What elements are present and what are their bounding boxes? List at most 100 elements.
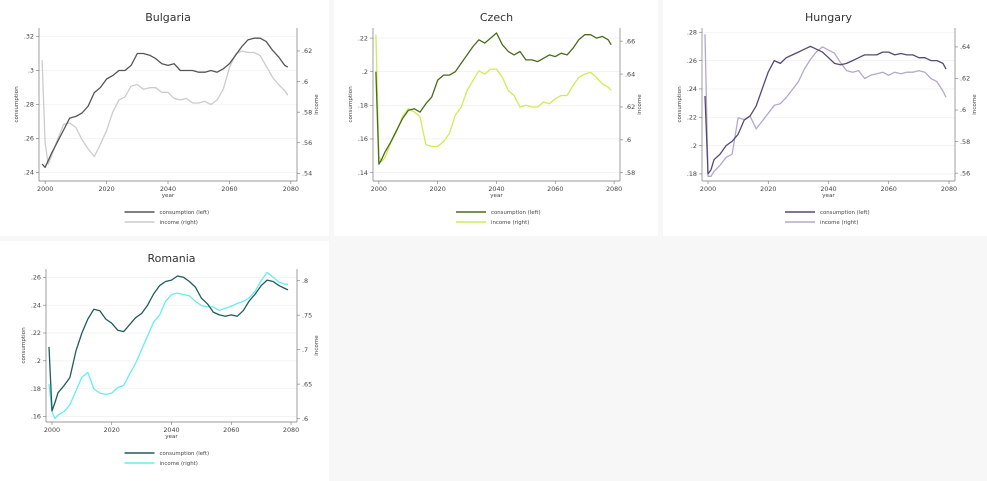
y-left-axis-label: consumption [677,86,683,123]
x-tick-label: 2000 [700,185,716,193]
y-left-tick-label: .2 [35,357,41,365]
x-tick-label: 2000 [371,185,387,193]
chart-title: Bulgaria [145,11,191,24]
y-left-tick-label: .16 [358,135,368,143]
y-left-tick-label: .24 [24,169,34,177]
x-tick-label: 2000 [44,426,60,434]
y-left-tick-label: .16 [31,413,41,421]
y-left-tick-label: .18 [358,102,368,110]
x-tick-label: 2060 [881,185,897,193]
x-tick-label: 2060 [221,185,237,193]
x-tick-label: 2020 [98,185,114,193]
consumption-line [375,32,612,165]
y-left-tick-label: .32 [24,33,34,41]
x-tick-label: 2040 [163,426,179,434]
legend-label-income: income (right) [491,220,529,226]
x-tick-label: 2040 [820,185,836,193]
y-left-tick-label: .24 [31,301,41,309]
chart-panel-bulgaria: Bulgaria .24 .26 .28 .3 .32 .54 .56 .58 .6 .62 2000… [0,0,329,236]
chart-title: Romania [147,252,195,265]
y-right-tick-label: .56 [960,169,970,177]
y-right-tick-label: .58 [302,108,312,116]
x-tick-label: 2080 [283,185,299,193]
legend-label-consumption: consumption (left) [160,451,210,457]
x-tick-label: 2040 [488,185,504,193]
y-right-tick-label: .54 [302,170,312,178]
chart-title: Czech [480,11,513,24]
y-left-tick-label: .2 [691,142,697,150]
income-line [48,271,288,420]
y-right-tick-label: .58 [960,138,970,146]
czech-chart: Czech .14 .16 .18 .2 .22 .58 .6 .62 .64 .66 2000 202… [348,11,643,226]
legend-label-income: income (right) [160,461,198,467]
y-right-tick-label: .62 [960,75,970,83]
y-left-tick-label: .22 [31,329,41,337]
x-tick-label: 2020 [430,185,446,193]
y-left-tick-label: .26 [24,135,34,143]
y-left-tick-label: .22 [358,34,368,42]
x-tick-label: 2020 [104,426,120,434]
y-left-tick-label: .18 [687,170,697,178]
y-right-tick-label: .64 [960,43,970,51]
y-left-tick-label: .28 [24,101,34,109]
x-tick-label: 2040 [160,185,176,193]
y-right-tick-label: .6 [625,136,631,144]
y-right-tick-label: .66 [625,37,635,45]
y-right-axis-label: income [637,94,643,115]
consumption-line [41,37,289,169]
y-left-axis-label: consumption [14,86,20,123]
y-right-tick-label: .58 [625,169,635,177]
y-left-tick-label: .26 [31,274,41,282]
y-left-tick-label: .22 [687,113,697,121]
y-right-tick-label: .62 [302,47,312,55]
consumption-line [48,275,289,412]
romania-chart: Romania .16 .18 .2 .22 .24 .26 .6 .65 .7 .75 .8 2000… [21,252,320,467]
y-right-tick-label: .65 [302,380,312,388]
x-axis-label: year [490,193,503,199]
x-tick-label: 2080 [941,185,957,193]
chart-panel-hungary: Hungary .18 .2 .22 .24 .26 .28 .56 .58 .6 .62 .64 20… [663,0,987,236]
y-right-tick-label: .75 [302,311,312,319]
y-right-tick-label: .8 [302,277,308,285]
legend-label-consumption: consumption (left) [491,210,541,216]
x-axis-label: year [822,193,835,199]
x-tick-label: 2080 [283,426,299,434]
bulgaria-chart: Bulgaria .24 .26 .28 .3 .32 .54 .56 .58 .6 .62 2000… [14,11,320,226]
x-tick-label: 2060 [223,426,239,434]
empty-area [334,241,987,481]
y-right-tick-label: .56 [302,139,312,147]
x-tick-label: 2000 [37,185,53,193]
y-left-tick-label: .3 [28,67,34,75]
y-left-tick-label: .24 [687,85,697,93]
y-right-axis-label: income [972,94,978,115]
y-right-tick-label: .7 [302,346,308,354]
y-right-tick-label: .6 [302,78,308,86]
x-axis-label: year [162,193,175,199]
legend-label-income: income (right) [820,220,858,226]
y-left-axis-label: consumption [21,327,27,364]
y-left-tick-label: .2 [362,68,368,76]
income-line [375,34,612,162]
income-line [41,50,289,165]
y-right-axis-label: income [314,94,320,115]
y-left-tick-label: .28 [687,28,697,36]
x-axis-label: year [165,434,178,440]
chart-panel-czech: Czech .14 .16 .18 .2 .22 .58 .6 .62 .64 .66 2000 202… [334,0,658,236]
y-left-axis-label: consumption [348,86,354,123]
y-left-tick-label: .18 [31,385,41,393]
y-right-tick-label: .6 [960,106,966,114]
chart-title: Hungary [805,11,852,24]
y-right-tick-label: .62 [625,103,635,111]
y-right-tick-label: .6 [302,415,308,423]
income-line [704,34,947,177]
legend-label-consumption: consumption (left) [160,210,210,216]
x-tick-label: 2060 [547,185,563,193]
x-tick-label: 2020 [760,185,776,193]
x-tick-label: 2080 [606,185,622,193]
hungary-chart: Hungary .18 .2 .22 .24 .26 .28 .56 .58 .6 .62 .64 20… [677,11,978,226]
consumption-line [704,45,947,175]
y-right-tick-label: .64 [625,70,635,78]
legend-label-income: income (right) [160,220,198,226]
y-left-tick-label: .26 [687,57,697,65]
y-left-tick-label: .14 [358,169,368,177]
